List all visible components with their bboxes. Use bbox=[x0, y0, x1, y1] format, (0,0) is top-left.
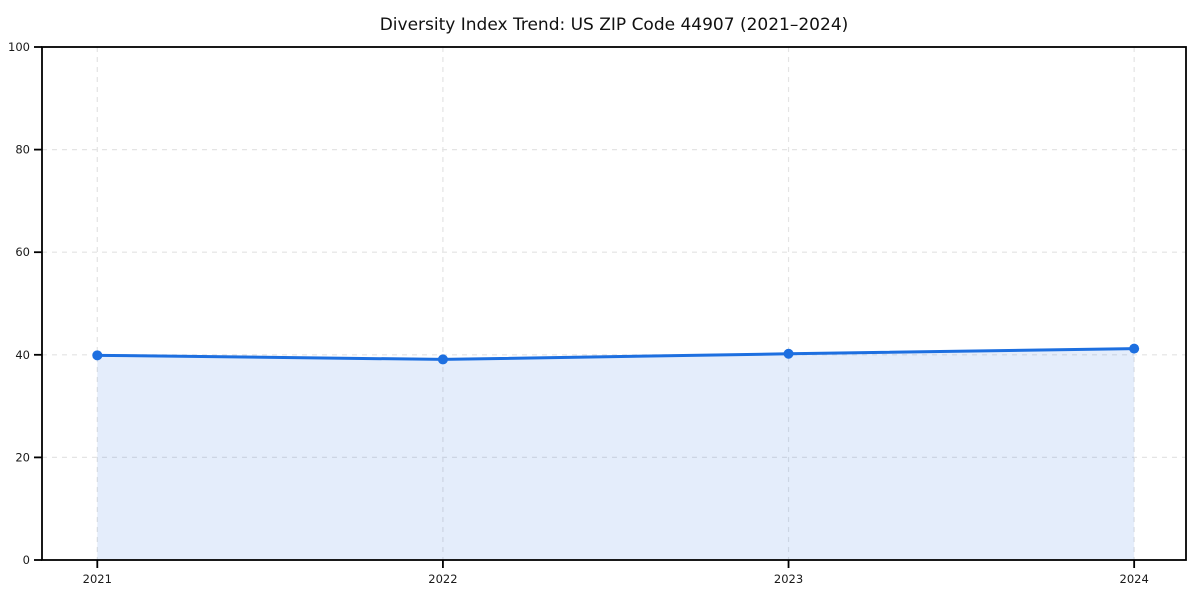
x-tick-label: 2022 bbox=[428, 572, 457, 586]
data-point bbox=[1129, 343, 1140, 354]
data-point bbox=[437, 354, 448, 365]
data-point bbox=[92, 350, 103, 361]
x-tick-label: 2023 bbox=[774, 572, 803, 586]
x-tick-label: 2024 bbox=[1120, 572, 1149, 586]
y-tick-label: 60 bbox=[15, 245, 30, 259]
x-tick-label: 2021 bbox=[83, 572, 112, 586]
trend-line bbox=[95, 347, 1136, 361]
plot-area bbox=[42, 47, 1186, 560]
area-fill bbox=[97, 348, 1135, 560]
chart-title: Diversity Index Trend: US ZIP Code 44907… bbox=[379, 15, 849, 35]
y-tick-label: 0 bbox=[23, 553, 30, 567]
data-point bbox=[783, 348, 794, 359]
y-tick-label: 40 bbox=[15, 348, 30, 362]
plot-frame bbox=[41, 46, 1187, 561]
y-tick-label: 20 bbox=[15, 450, 30, 464]
y-tick-label: 80 bbox=[15, 143, 30, 157]
y-tick-label: 100 bbox=[8, 40, 30, 54]
